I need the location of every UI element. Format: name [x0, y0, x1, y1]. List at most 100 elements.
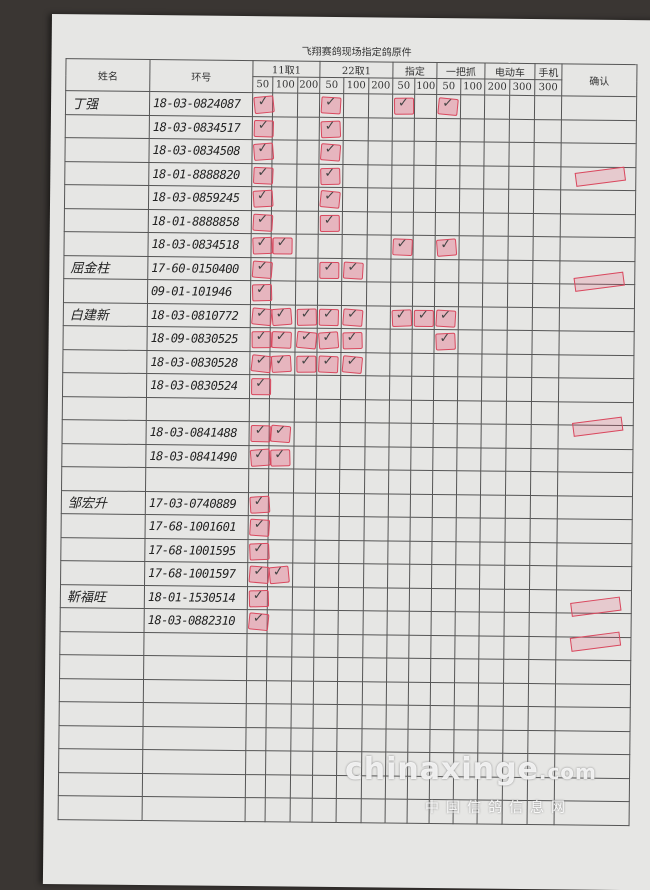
entry-cell — [454, 705, 479, 730]
ring-number — [142, 749, 246, 775]
entry-cell — [245, 797, 266, 822]
entry-cell — [251, 186, 274, 211]
confirm-cell — [561, 119, 637, 144]
entry-cell — [250, 280, 273, 305]
registration-table: 姓名 环号 11取1 22取1 指定 一把抓 电动车 手机 确认 50 100 200 50 100 200… — [58, 58, 638, 826]
entry-cell — [508, 165, 534, 190]
entry-cell — [530, 424, 559, 449]
entry-cell — [435, 212, 460, 236]
entry-cell — [412, 305, 435, 330]
entry-cell — [268, 421, 295, 446]
entry-cell — [252, 116, 275, 140]
check-stamp-icon — [391, 308, 413, 327]
entry-cell — [312, 727, 338, 752]
owner-name — [63, 278, 148, 304]
header-sub: 200 — [297, 77, 320, 94]
entry-cell — [337, 704, 363, 729]
entry-cell — [247, 539, 270, 563]
entry-cell — [296, 187, 319, 211]
entry-cell — [339, 493, 365, 517]
confirm-cell — [556, 518, 633, 544]
entry-cell — [414, 117, 437, 142]
entry-cell — [479, 518, 506, 542]
entry-cell — [343, 93, 369, 118]
entry-cell — [271, 139, 298, 164]
entry-cell — [460, 94, 485, 119]
watermark-brand: chinaxinge.com — [345, 752, 597, 787]
entry-cell — [432, 447, 457, 471]
entry-cell — [390, 305, 413, 330]
entry-cell — [504, 565, 530, 590]
header-sub: 50 — [436, 78, 461, 95]
entry-cell — [528, 683, 556, 707]
confirm-cell — [560, 189, 636, 215]
header-group: 指定 — [392, 62, 438, 79]
confirm-cell — [556, 542, 632, 567]
entry-cell — [480, 424, 507, 448]
entry-cell — [292, 586, 315, 611]
entry-cell — [362, 704, 387, 729]
ring-number: 17-60-0150400 — [147, 256, 251, 281]
check-stamp-icon — [341, 354, 364, 374]
entry-cell — [412, 282, 435, 307]
owner-name — [60, 537, 146, 562]
check-stamp-icon — [319, 214, 340, 232]
entry-cell — [459, 165, 484, 190]
entry-cell — [530, 495, 558, 519]
entry-cell — [319, 116, 344, 141]
entry-cell — [340, 328, 367, 353]
entry-cell — [342, 140, 369, 165]
check-stamp-icon — [252, 213, 274, 232]
entry-cell — [290, 798, 313, 822]
entry-cell — [246, 633, 268, 657]
entry-cell — [293, 516, 316, 540]
confirm-cell — [559, 307, 635, 332]
entry-cell — [480, 471, 506, 495]
check-stamp-icon — [252, 236, 273, 255]
entry-cell — [529, 589, 557, 613]
entry-cell — [362, 681, 387, 706]
header-confirm: 确认 — [561, 63, 638, 97]
entry-cell — [506, 353, 532, 378]
owner-name: 屈金柱 — [63, 255, 148, 280]
entry-cell — [387, 611, 410, 635]
entry-cell — [503, 659, 529, 684]
entry-cell — [390, 235, 414, 259]
entry-cell — [430, 658, 455, 683]
owner-name: 丁强 — [65, 90, 150, 116]
ring-number: 18-01-8888858 — [148, 209, 252, 234]
check-stamp-icon — [251, 378, 272, 396]
entry-cell — [509, 95, 535, 120]
confirm-cell — [560, 213, 636, 238]
entry-cell — [455, 611, 480, 636]
entry-cell — [483, 165, 509, 190]
entry-cell — [252, 92, 275, 117]
entry-cell — [457, 329, 483, 354]
entry-cell — [433, 353, 458, 377]
entry-cell — [506, 400, 532, 425]
entry-cell — [413, 188, 436, 213]
entry-cell — [508, 189, 534, 214]
entry-cell — [337, 657, 363, 682]
check-stamp-icon — [296, 355, 317, 373]
check-stamp-icon — [413, 309, 434, 327]
entry-cell — [313, 657, 338, 682]
owner-name — [62, 372, 147, 398]
entry-cell — [246, 656, 267, 681]
entry-cell — [434, 306, 459, 330]
entry-cell — [506, 330, 533, 355]
entry-cell — [317, 257, 342, 282]
entry-cell — [482, 283, 508, 307]
entry-cell — [388, 470, 411, 494]
entry-cell — [245, 727, 267, 751]
entry-cell — [250, 257, 273, 281]
entry-cell — [315, 445, 340, 470]
entry-cell — [482, 259, 508, 284]
entry-cell — [411, 352, 434, 377]
owner-name — [64, 184, 149, 210]
confirm-cell — [554, 730, 631, 755]
entry-cell — [268, 468, 294, 493]
check-stamp-icon — [319, 261, 340, 279]
entry-cell — [483, 189, 509, 213]
entry-cell — [268, 445, 294, 470]
